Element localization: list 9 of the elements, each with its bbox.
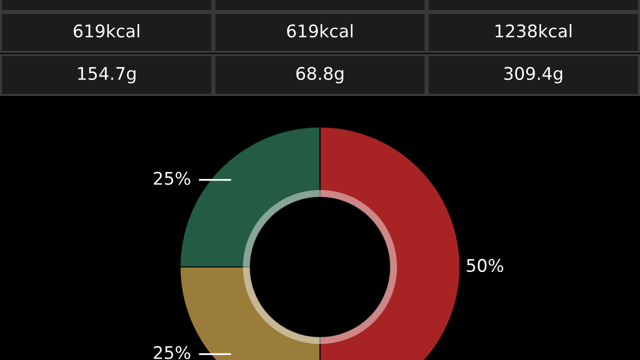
text: 154.7g: [78, 67, 136, 84]
data-label: 25%: [154, 346, 190, 360]
data-label: 25%: [154, 172, 190, 185]
data-label: 50%: [466, 258, 504, 272]
text: 619kcal: [74, 24, 140, 38]
text: 309.4g: [504, 66, 562, 84]
text: 619kcal: [287, 24, 352, 38]
text: 1238kcal: [496, 24, 572, 38]
text: 68.8g: [296, 66, 344, 84]
